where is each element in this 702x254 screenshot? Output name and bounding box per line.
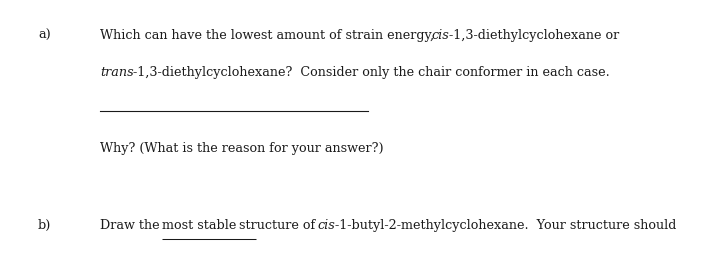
Text: -1-butyl-2-methylcyclohexane.  Your structure should: -1-butyl-2-methylcyclohexane. Your struc…	[335, 219, 677, 232]
Text: trans: trans	[100, 66, 133, 79]
Text: -1,3-diethylcyclohexane or: -1,3-diethylcyclohexane or	[449, 29, 619, 42]
Text: Which can have the lowest amount of strain energy,: Which can have the lowest amount of stra…	[100, 29, 438, 42]
Text: structure of: structure of	[235, 219, 319, 232]
Text: cis: cis	[318, 219, 336, 232]
Text: a): a)	[38, 29, 51, 42]
Text: b): b)	[38, 219, 51, 232]
Text: most stable: most stable	[162, 219, 237, 232]
Text: -1,3-diethylcyclohexane?  Consider only the chair conformer in each case.: -1,3-diethylcyclohexane? Consider only t…	[133, 66, 609, 79]
Text: Why? (What is the reason for your answer?): Why? (What is the reason for your answer…	[100, 142, 383, 155]
Text: Draw the: Draw the	[100, 219, 164, 232]
Text: cis: cis	[431, 29, 449, 42]
